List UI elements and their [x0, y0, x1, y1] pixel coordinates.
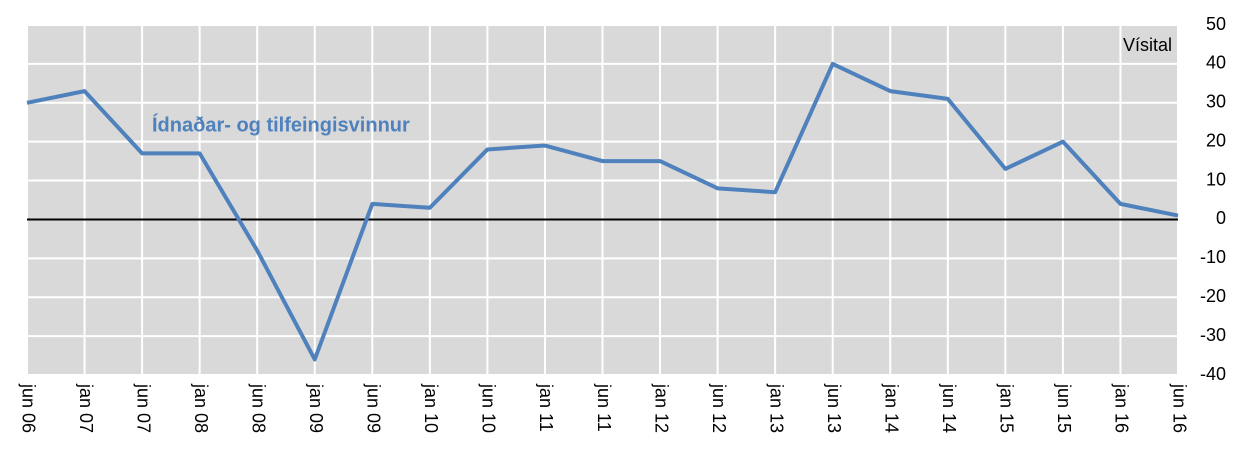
y-tick-label: 0: [1216, 208, 1226, 228]
x-tick-label: jan 10: [421, 383, 441, 433]
x-tick-label: jun 12: [709, 383, 729, 433]
x-tick: jun 12: [709, 383, 729, 433]
x-tick: jan 09: [306, 383, 326, 433]
x-tick-label: jan 07: [76, 383, 96, 433]
y-tick-label: 10: [1206, 169, 1226, 189]
x-tick: jun 10: [479, 383, 499, 433]
x-tick: jan 14: [882, 383, 902, 433]
x-tick: jan 11: [536, 383, 556, 432]
y-tick-label: 20: [1206, 130, 1226, 150]
x-tick: jun 15: [1054, 383, 1074, 433]
x-tick: jan 16: [1112, 383, 1132, 433]
x-tick: jan 10: [421, 383, 441, 433]
x-tick-label: jan 09: [306, 383, 326, 433]
x-tick-label: jan 08: [191, 383, 211, 433]
x-tick-label: jan 15: [997, 383, 1017, 433]
x-tick: jan 15: [997, 383, 1017, 433]
y-tick-label: 50: [1206, 14, 1226, 34]
x-tick-label: jun 10: [479, 383, 499, 433]
x-tick-label: jun 16: [1169, 383, 1189, 433]
series-label: Ídnaðar- og tilfeingisvinnur: [152, 113, 410, 136]
x-tick: jun 07: [133, 383, 153, 433]
x-tick-label: jun 13: [824, 383, 844, 433]
x-tick: jan 12: [651, 383, 671, 433]
x-tick-label: jun 07: [133, 383, 153, 433]
x-tick: jun 11: [594, 383, 614, 432]
y-tick-label: 40: [1206, 53, 1226, 73]
x-tick-label: jan 14: [882, 383, 902, 433]
y-axis-label: Vísital: [1123, 35, 1172, 55]
x-tick-label: jun 11: [594, 383, 614, 432]
x-tick-label: jun 08: [248, 383, 268, 433]
x-tick-label: jun 06: [18, 383, 38, 433]
y-tick-label: 30: [1206, 92, 1226, 112]
x-tick-label: jun 09: [364, 383, 384, 433]
x-tick: jun 06: [18, 383, 38, 433]
x-tick: jun 16: [1169, 383, 1189, 433]
x-tick-label: jan 12: [651, 383, 671, 433]
y-tick-label: -30: [1200, 325, 1226, 345]
x-tick-label: jan 13: [766, 383, 786, 433]
x-tick: jun 09: [364, 383, 384, 433]
y-tick-label: -10: [1200, 247, 1226, 267]
x-tick: jun 14: [939, 383, 959, 433]
x-tick: jan 08: [191, 383, 211, 433]
x-tick: jun 13: [824, 383, 844, 433]
x-tick-label: jan 11: [536, 383, 556, 432]
x-tick-label: jan 16: [1112, 383, 1132, 433]
y-tick-label: -40: [1200, 364, 1226, 384]
y-tick-label: -20: [1200, 286, 1226, 306]
x-tick: jun 08: [248, 383, 268, 433]
x-tick: jan 13: [766, 383, 786, 433]
x-tick: jan 07: [76, 383, 96, 433]
x-tick-label: jun 15: [1054, 383, 1074, 433]
x-tick-label: jun 14: [939, 383, 959, 433]
series-line: [26, 61, 1179, 362]
